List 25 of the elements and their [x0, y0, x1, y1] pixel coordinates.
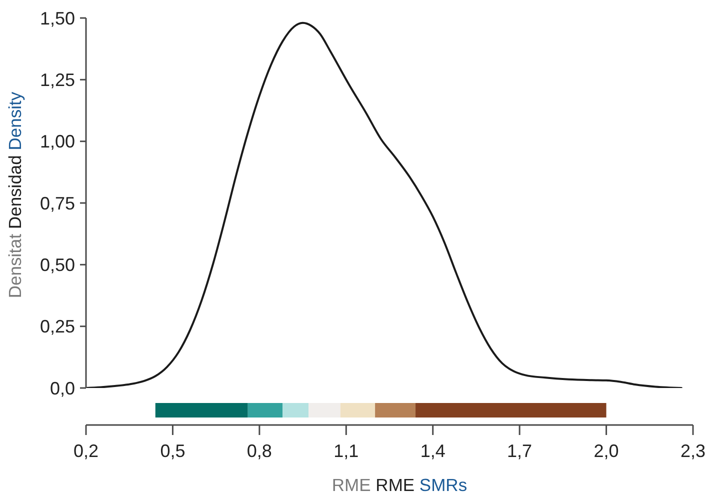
y-tick-label: 0,0 — [50, 378, 75, 398]
y-tick-label: 1,50 — [40, 8, 75, 28]
x-tick-label: 0,8 — [246, 440, 272, 461]
bar — [155, 403, 248, 418]
bar — [308, 403, 340, 418]
y-tick-label: 1,25 — [40, 70, 75, 90]
x-tick-label: 0,2 — [73, 440, 99, 461]
bar — [340, 403, 376, 418]
x-tick-label: 2,0 — [594, 440, 619, 461]
y-axis-title: Densitat Densidad Density — [5, 92, 25, 298]
bar — [282, 403, 309, 418]
x-tick-label: 2,3 — [680, 440, 706, 461]
x-tick-label: 0,5 — [160, 440, 186, 461]
x-tick-label: 1,4 — [420, 440, 446, 461]
x-tick-label: 1,1 — [334, 440, 359, 461]
x-axis-title: RME RME SMRs — [332, 475, 468, 495]
bar — [375, 403, 416, 418]
x-tick-label: 1,7 — [507, 440, 532, 461]
line-series — [86, 22, 682, 388]
y-tick-label: 0,50 — [40, 255, 75, 276]
y-tick-label: 0,75 — [40, 193, 75, 214]
bar — [248, 403, 283, 418]
y-tick-label: 1,00 — [40, 132, 75, 152]
bar — [416, 403, 606, 418]
y-tick-label: 0,25 — [40, 316, 75, 337]
